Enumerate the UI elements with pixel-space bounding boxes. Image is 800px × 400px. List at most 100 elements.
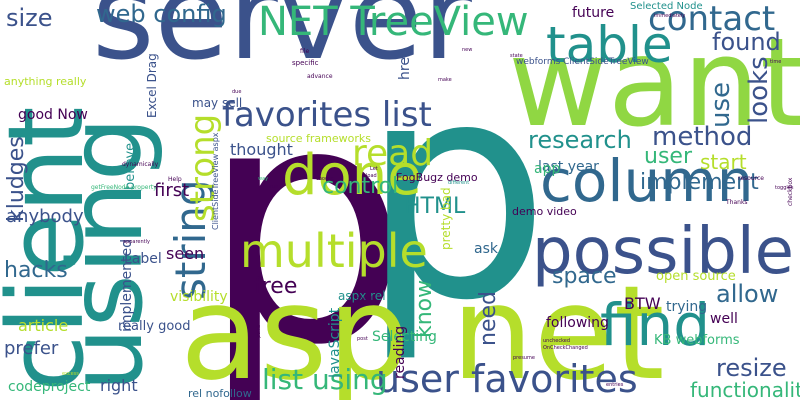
word-pretty-bad: pretty bad <box>439 187 453 250</box>
word-size: size <box>6 4 53 32</box>
word-asp-net: asp net <box>180 257 665 400</box>
word-article: article <box>18 316 69 335</box>
word-selected-node: Selected Node <box>630 1 703 12</box>
word-apparently: apparently <box>123 239 150 245</box>
word-state: state <box>510 53 523 59</box>
word-read: read <box>352 133 434 174</box>
word-need: need <box>476 291 501 346</box>
word-html: HTML <box>404 194 466 219</box>
word-future: future <box>572 5 615 21</box>
word-choose: choose <box>316 176 334 182</box>
word-checkbox: checkbox <box>787 177 794 206</box>
word-p1: p <box>200 33 410 400</box>
word-may-sell: may sell <box>192 96 243 110</box>
word-start: start <box>700 150 747 174</box>
word-rel-nofollow: rel nofollow <box>188 387 252 400</box>
word-multiple: multiple <box>240 224 428 278</box>
word-dynamically: dynamically <box>122 161 159 168</box>
word-webforms-cstv: webforms ClientSideTreeView <box>516 57 649 67</box>
word-make: make <box>438 77 452 83</box>
word-net-treeview: NET TreeView <box>258 0 529 45</box>
word-good-now: good Now <box>18 107 88 123</box>
word-want: want <box>508 12 800 154</box>
word-p2: p <box>360 17 551 366</box>
word-space: space <box>552 264 617 289</box>
word-seen: seen <box>166 244 205 263</box>
word-app: app <box>534 161 561 177</box>
word-method: method <box>652 122 753 152</box>
word-post: post <box>357 336 368 342</box>
word-ask: ask <box>474 241 498 257</box>
word-demo-video: demo video <box>512 205 577 218</box>
word-functionality: functionality <box>690 378 800 400</box>
word-selecting: Selecting <box>372 329 437 345</box>
word-user-favorites: user favorites <box>376 357 638 400</box>
word-reading: reading <box>392 325 408 379</box>
word-open-source: open source <box>656 269 736 284</box>
word-resize: resize <box>716 354 787 382</box>
word-contact: contact <box>648 0 776 39</box>
word-really-good: really good <box>118 319 191 334</box>
word-last-year: last year <box>538 159 599 175</box>
word-immediately: immediately <box>654 13 686 19</box>
word-time: time <box>770 59 782 65</box>
word-possible: possible <box>532 215 795 289</box>
word-help: Help <box>168 176 182 183</box>
word-prefer: prefer <box>4 338 59 359</box>
word-find: find <box>600 291 711 359</box>
word-toggles: toggles <box>775 185 794 191</box>
word-load: load <box>366 173 377 179</box>
word-looks: looks <box>744 56 774 124</box>
word-closed: closed <box>356 296 373 302</box>
word-href: href <box>397 52 413 80</box>
word-visibility: visibility <box>170 289 228 305</box>
word-free: free <box>254 274 298 299</box>
word-source-frameworks: source frameworks <box>266 132 371 145</box>
word-trying: trying <box>666 299 708 315</box>
word-oncheckchanged: OnCheckChanged <box>543 345 588 351</box>
word-excel-drag: Excel Drag <box>145 53 159 118</box>
word-table: table <box>546 16 673 74</box>
word-cstv-aspx: ClientSideTreeView aspx <box>211 132 220 230</box>
word-first: first <box>154 180 190 201</box>
word-server: server <box>92 0 472 87</box>
word-point: point <box>256 325 262 338</box>
word-presume: presume <box>513 355 535 361</box>
word-user: user <box>644 144 692 169</box>
word-control: control <box>322 174 399 199</box>
word-web-config: web config <box>96 0 227 28</box>
word-kb-webforms: KB webforms <box>654 333 740 348</box>
word-found: found <box>712 28 781 56</box>
word-codeproject: codeproject <box>8 379 91 395</box>
word-anything-really: anything really <box>4 75 87 88</box>
word-excess: excess <box>62 371 79 377</box>
word-fogbugz-demo: FogBugz demo <box>396 171 478 184</box>
word-aspx-rel: aspx rel <box>338 289 386 303</box>
word-label: Label <box>124 251 162 267</box>
word-btw: BTW <box>624 294 661 313</box>
word-hacks: hacks <box>4 258 68 283</box>
word-different: different <box>448 180 470 186</box>
word-advance: advance <box>307 73 333 80</box>
word-let: Let <box>370 166 378 172</box>
word-run: run <box>270 184 279 190</box>
word-way: way <box>258 176 269 182</box>
word-thought: thought <box>230 140 293 159</box>
word-new: new <box>462 47 473 53</box>
word-anybody: anybody <box>6 206 84 227</box>
word-right: right <box>100 376 138 395</box>
word-file: file <box>300 48 310 55</box>
word-well: well <box>710 311 738 327</box>
word-entries: entries <box>606 382 624 388</box>
word-favorites-list: favorites list <box>222 95 432 135</box>
word-implemented: implemented <box>119 238 135 332</box>
word-done: done <box>282 143 422 208</box>
word-javascript: JavaScript <box>327 307 343 378</box>
word-getfreenode: getFreeNode property <box>91 184 157 191</box>
word-following: following <box>546 315 609 331</box>
word-list-using: list using <box>262 363 388 396</box>
word-column: column <box>540 147 754 215</box>
word-unchecked: unchecked <box>543 338 571 344</box>
word-allow: allow <box>716 280 779 308</box>
